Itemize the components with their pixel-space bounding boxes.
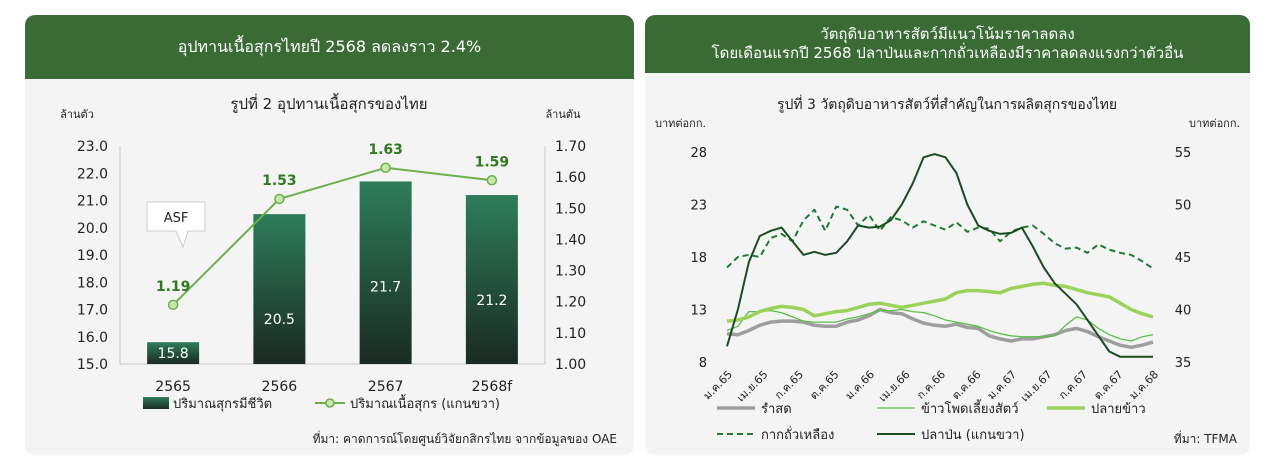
meat-supply-point (274, 193, 285, 205)
fishmeal-line (726, 153, 1153, 358)
left-axis-unit: ล้านตัว (60, 108, 94, 121)
right-y-tick-label: 40 (1175, 304, 1192, 319)
bar-2567 (359, 181, 412, 364)
x-tick-label: ก.ค.65 (772, 368, 806, 402)
x-tick-label: เม.ย.66 (876, 368, 912, 404)
x-tick-label: 2568f (472, 379, 514, 395)
legend-line-marker (325, 398, 335, 408)
meat-supply-point (167, 299, 179, 311)
source-note: ที่มา: คาดการณ์โดยศูนย์วิจัยกสิกรไทย จาก… (313, 430, 617, 447)
bar-value-label: 20.5 (264, 312, 295, 328)
x-tick-label: เม.ย.65 (734, 368, 770, 404)
x-tick-label: 2565 (155, 379, 191, 395)
x-tick-label: 2567 (368, 379, 404, 395)
right-axis-unit: ล้านตัน (545, 108, 581, 121)
legend-line-label: ปริมาณเนื้อสุกร (แกนขวา) (350, 394, 500, 412)
corn-line (726, 308, 1154, 342)
right-y-tick-label: 1.20 (555, 295, 586, 311)
left-y-tick-label: 18 (690, 251, 707, 266)
right-y-tick-label: 35 (1175, 356, 1192, 371)
x-tick-label: ต.ค.66 (949, 368, 983, 402)
legend-label: กากถั่วเหลือง (761, 426, 834, 443)
right-header-line1: วัตถุดิบอาหารสัตว์มีแนวโน้มราคาลดลง (820, 25, 1075, 43)
x-tick-label: ต.ค.67 (1091, 368, 1125, 402)
supply-chart: รูปที่ 2 อุปทานเนื้อสุกรของไทย ล้านตัว ล… (60, 93, 617, 447)
left-y-tick-label: 21.0 (77, 194, 108, 210)
x-tick-label: เม.ย.67 (1018, 368, 1054, 404)
left-y-tick-label: 17.0 (77, 303, 108, 319)
right-y-tick-label: 50 (1175, 199, 1192, 214)
right-y-tick-label: 1.70 (555, 139, 586, 155)
rice-bran-line (726, 307, 1154, 350)
x-tick-label: ม.ค.65 (701, 368, 735, 402)
feed-price-chart: รูปที่ 3 วัตถุดิบอาหารสัตว์ที่สำคัญในการ… (655, 95, 1240, 446)
broken-rice-line (726, 281, 1154, 323)
x-tick-label: ต.ค.65 (807, 368, 841, 402)
chart-legend: ปริมาณสุกรมีชีวิต ปริมาณเนื้อสุกร (แกนขว… (143, 394, 500, 412)
legend-bar-swatch (143, 397, 169, 409)
legend-bar-label: ปริมาณสุกรมีชีวิต (173, 396, 272, 412)
x-tick-label: ม.ค.68 (1127, 368, 1161, 402)
chart-title: รูปที่ 3 วัตถุดิบอาหารสัตว์ที่สำคัญในการ… (777, 95, 1117, 113)
line-value-label: 1.63 (368, 142, 403, 158)
x-tick-label: ก.ค.66 (914, 368, 948, 402)
bar-value-label: 21.7 (370, 279, 401, 295)
meat-supply-point (380, 162, 391, 174)
legend-label: ปลายข้าว (1091, 402, 1146, 417)
left-axis-unit: บาทต่อกก. (655, 117, 706, 130)
right-y-tick-label: 1.60 (555, 170, 586, 186)
right-header-line2: โดยเดือนแรกปี 2568 ปลาป่นและกากถั่วเหลือ… (711, 44, 1184, 62)
line-value-label: 1.53 (262, 173, 297, 189)
bar-value-label: 15.8 (158, 346, 189, 362)
left-y-tick-label: 28 (690, 146, 707, 161)
left-y-tick-label: 16.0 (77, 330, 108, 346)
soymeal-line (726, 205, 1154, 270)
left-panel-header: อุปทานเนื้อสุกรไทยปี 2568 ลดลงราว 2.4% (25, 15, 634, 79)
right-y-tick-label: 45 (1175, 251, 1192, 266)
right-chart-panel: วัตถุดิบอาหารสัตว์มีแนวโน้มราคาลดลง โดยเ… (645, 15, 1250, 455)
left-y-tick-label: 22.0 (77, 166, 108, 182)
legend-label: ปลาป่น (แกนขวา) (921, 428, 1025, 443)
left-y-tick-label: 23.0 (77, 139, 108, 155)
left-chart-panel: อุปทานเนื้อสุกรไทยปี 2568 ลดลงราว 2.4% ร… (25, 15, 634, 455)
legend-label: ข้าวโพดเลี้ยงสัตว์ (921, 399, 1019, 417)
legend-label: รำสด (761, 402, 792, 417)
right-y-tick-label: 1.10 (555, 326, 586, 342)
bar-2565 (147, 342, 200, 364)
meat-supply-point (486, 175, 498, 186)
meat-supply-line (172, 166, 492, 306)
x-tick-label: ก.ค.67 (1056, 368, 1090, 402)
bar-2566 (253, 214, 306, 364)
right-y-tick-label: 1.00 (555, 357, 586, 373)
left-y-tick-label: 15.0 (77, 357, 108, 373)
right-y-tick-label: 1.30 (555, 264, 586, 280)
right-y-tick-label: 55 (1175, 146, 1192, 161)
left-y-tick-label: 18.0 (77, 275, 108, 291)
source-note: ที่มา: TFMA (1174, 430, 1238, 446)
line-value-label: 1.59 (475, 154, 510, 170)
line-value-label: 1.19 (156, 279, 191, 295)
asf-callout: ASF (146, 201, 206, 249)
left-y-tick-label: 13 (690, 304, 707, 319)
left-y-tick-label: 8 (699, 356, 707, 371)
chart-title: รูปที่ 2 อุปทานเนื้อสุกรของไทย (230, 93, 427, 114)
left-y-tick-label: 23 (690, 199, 707, 214)
asf-callout-text: ASF (164, 211, 189, 226)
bar-2568f (465, 195, 518, 364)
right-y-tick-label: 1.50 (555, 201, 586, 217)
right-y-tick-label: 1.40 (555, 232, 586, 248)
left-y-tick-label: 19.0 (77, 248, 108, 264)
right-panel-header: วัตถุดิบอาหารสัตว์มีแนวโน้มราคาลดลง โดยเ… (645, 15, 1250, 73)
bar-value-label: 21.2 (476, 293, 507, 309)
right-axis-unit: บาทต่อกก. (1189, 117, 1240, 130)
x-tick-label: ม.ค.67 (985, 368, 1019, 402)
left-y-tick-label: 20.0 (77, 221, 108, 237)
x-tick-label: 2566 (262, 379, 298, 395)
x-tick-label: ม.ค.66 (843, 368, 877, 402)
